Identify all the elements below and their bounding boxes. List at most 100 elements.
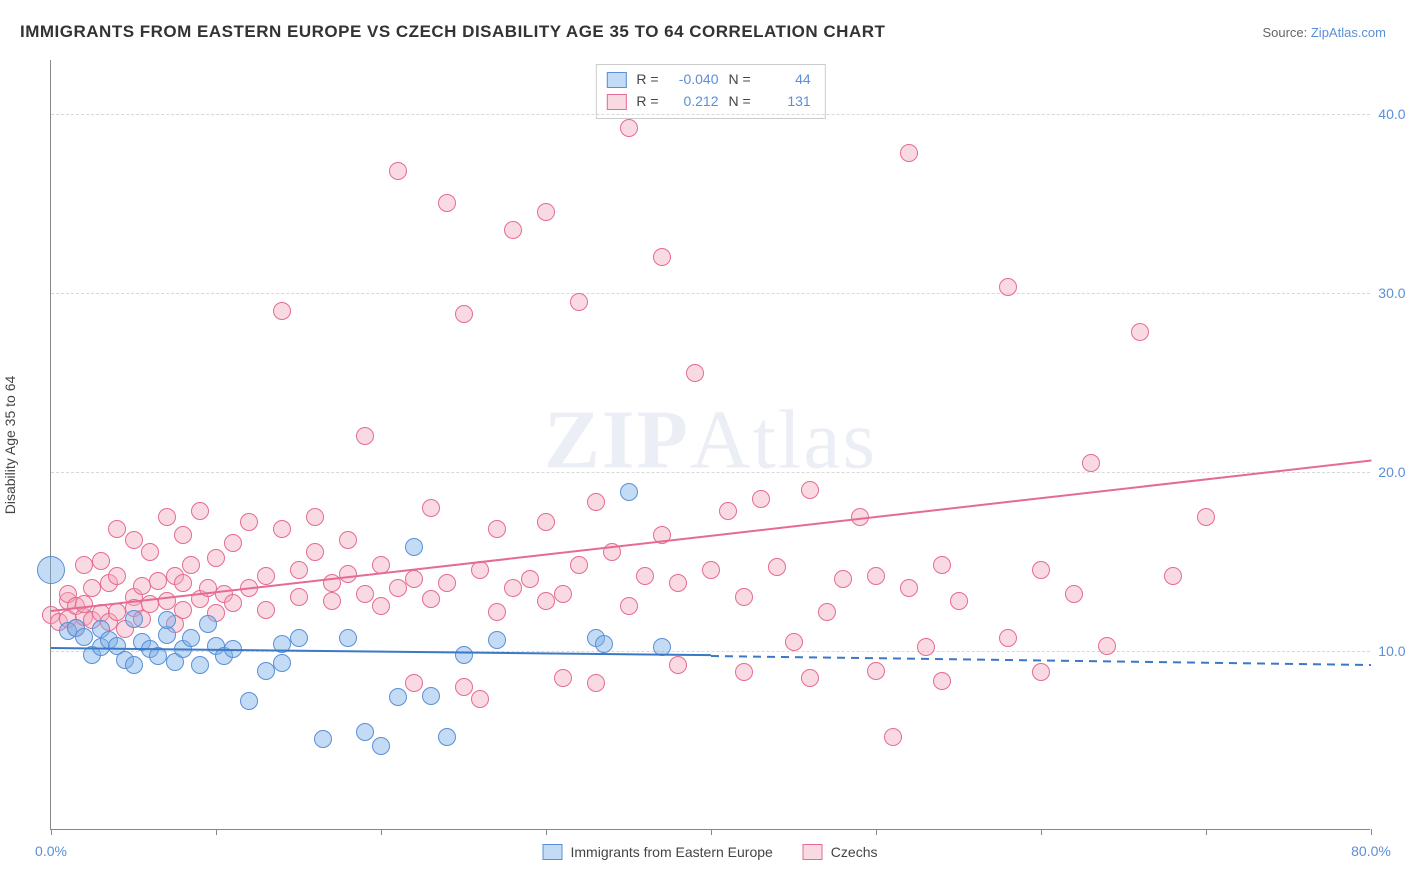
stats-legend-box: R = -0.040 N = 44 R = 0.212 N = 131: [595, 64, 825, 119]
scatter-point-pink: [801, 481, 819, 499]
correlation-scatter-chart: Disability Age 35 to 64 ZIPAtlas R = -0.…: [50, 60, 1370, 830]
scatter-point-blue: [595, 635, 613, 653]
x-tick: [711, 829, 712, 835]
scatter-point-pink: [653, 248, 671, 266]
scatter-point-pink: [108, 520, 126, 538]
scatter-point-pink: [488, 603, 506, 621]
scatter-point-blue: [290, 629, 308, 647]
x-tick: [1041, 829, 1042, 835]
scatter-point-blue: [405, 538, 423, 556]
scatter-point-pink: [554, 585, 572, 603]
scatter-point-pink: [133, 577, 151, 595]
scatter-point-pink: [108, 567, 126, 585]
stats-row-pink: R = 0.212 N = 131: [606, 91, 810, 113]
legend-item-pink: Czechs: [803, 844, 878, 860]
scatter-point-pink: [356, 427, 374, 445]
legend-label-blue: Immigrants from Eastern Europe: [571, 844, 773, 860]
scatter-point-pink: [273, 520, 291, 538]
x-tick: [216, 829, 217, 835]
source-attribution: Source: ZipAtlas.com: [1262, 25, 1386, 40]
source-link[interactable]: ZipAtlas.com: [1311, 25, 1386, 40]
scatter-point-pink: [405, 674, 423, 692]
scatter-point-pink: [356, 585, 374, 603]
scatter-point-pink: [933, 556, 951, 574]
scatter-point-blue: [37, 556, 65, 584]
x-tick: [1371, 829, 1372, 835]
scatter-point-pink: [669, 656, 687, 674]
scatter-point-blue: [158, 611, 176, 629]
n-value-pink: 131: [761, 91, 811, 113]
scatter-point-pink: [587, 493, 605, 511]
scatter-point-blue: [125, 610, 143, 628]
source-prefix: Source:: [1262, 25, 1310, 40]
scatter-point-pink: [686, 364, 704, 382]
n-label: N =: [729, 69, 751, 91]
chart-title: IMMIGRANTS FROM EASTERN EUROPE VS CZECH …: [20, 22, 885, 42]
scatter-point-blue: [182, 629, 200, 647]
scatter-point-pink: [719, 502, 737, 520]
scatter-point-blue: [240, 692, 258, 710]
swatch-blue: [543, 844, 563, 860]
scatter-point-pink: [818, 603, 836, 621]
scatter-point-blue: [356, 723, 374, 741]
scatter-point-pink: [141, 543, 159, 561]
scatter-point-pink: [389, 579, 407, 597]
stats-row-blue: R = -0.040 N = 44: [606, 69, 810, 91]
scatter-point-pink: [537, 592, 555, 610]
scatter-point-pink: [191, 502, 209, 520]
scatter-point-pink: [339, 565, 357, 583]
x-tick: [381, 829, 382, 835]
scatter-point-pink: [867, 662, 885, 680]
scatter-point-pink: [182, 556, 200, 574]
scatter-point-pink: [504, 579, 522, 597]
scatter-point-pink: [999, 278, 1017, 296]
scatter-point-pink: [504, 221, 522, 239]
scatter-point-blue: [314, 730, 332, 748]
scatter-point-pink: [174, 574, 192, 592]
scatter-point-pink: [455, 678, 473, 696]
scatter-point-pink: [834, 570, 852, 588]
scatter-point-pink: [768, 558, 786, 576]
scatter-point-pink: [75, 556, 93, 574]
swatch-blue: [606, 72, 626, 88]
x-tick: [1206, 829, 1207, 835]
x-tick-label: 80.0%: [1351, 843, 1391, 859]
scatter-point-pink: [323, 592, 341, 610]
scatter-point-pink: [1098, 637, 1116, 655]
scatter-point-blue: [257, 662, 275, 680]
gridline-h: [51, 472, 1370, 473]
scatter-point-pink: [471, 561, 489, 579]
scatter-point-pink: [735, 663, 753, 681]
scatter-point-pink: [1164, 567, 1182, 585]
scatter-point-blue: [389, 688, 407, 706]
scatter-point-pink: [867, 567, 885, 585]
gridline-h: [51, 114, 1370, 115]
r-value-blue: -0.040: [669, 69, 719, 91]
scatter-point-pink: [158, 508, 176, 526]
scatter-point-pink: [884, 728, 902, 746]
scatter-point-blue: [620, 483, 638, 501]
scatter-point-pink: [306, 508, 324, 526]
scatter-point-pink: [950, 592, 968, 610]
scatter-point-pink: [900, 579, 918, 597]
bottom-legend: Immigrants from Eastern Europe Czechs: [543, 844, 878, 860]
scatter-point-pink: [389, 162, 407, 180]
scatter-point-pink: [521, 570, 539, 588]
scatter-point-blue: [372, 737, 390, 755]
scatter-point-pink: [917, 638, 935, 656]
n-value-blue: 44: [761, 69, 811, 91]
scatter-point-pink: [900, 144, 918, 162]
plot-area: ZIPAtlas R = -0.040 N = 44 R = 0.212 N =…: [50, 60, 1370, 830]
scatter-point-pink: [149, 572, 167, 590]
y-tick-label: 40.0%: [1378, 106, 1406, 122]
scatter-point-pink: [174, 526, 192, 544]
scatter-point-pink: [158, 592, 176, 610]
scatter-point-pink: [537, 513, 555, 531]
scatter-point-pink: [785, 633, 803, 651]
scatter-point-pink: [405, 570, 423, 588]
scatter-point-pink: [570, 556, 588, 574]
scatter-point-pink: [224, 534, 242, 552]
r-label: R =: [636, 69, 658, 91]
scatter-point-pink: [1131, 323, 1149, 341]
scatter-point-pink: [306, 543, 324, 561]
